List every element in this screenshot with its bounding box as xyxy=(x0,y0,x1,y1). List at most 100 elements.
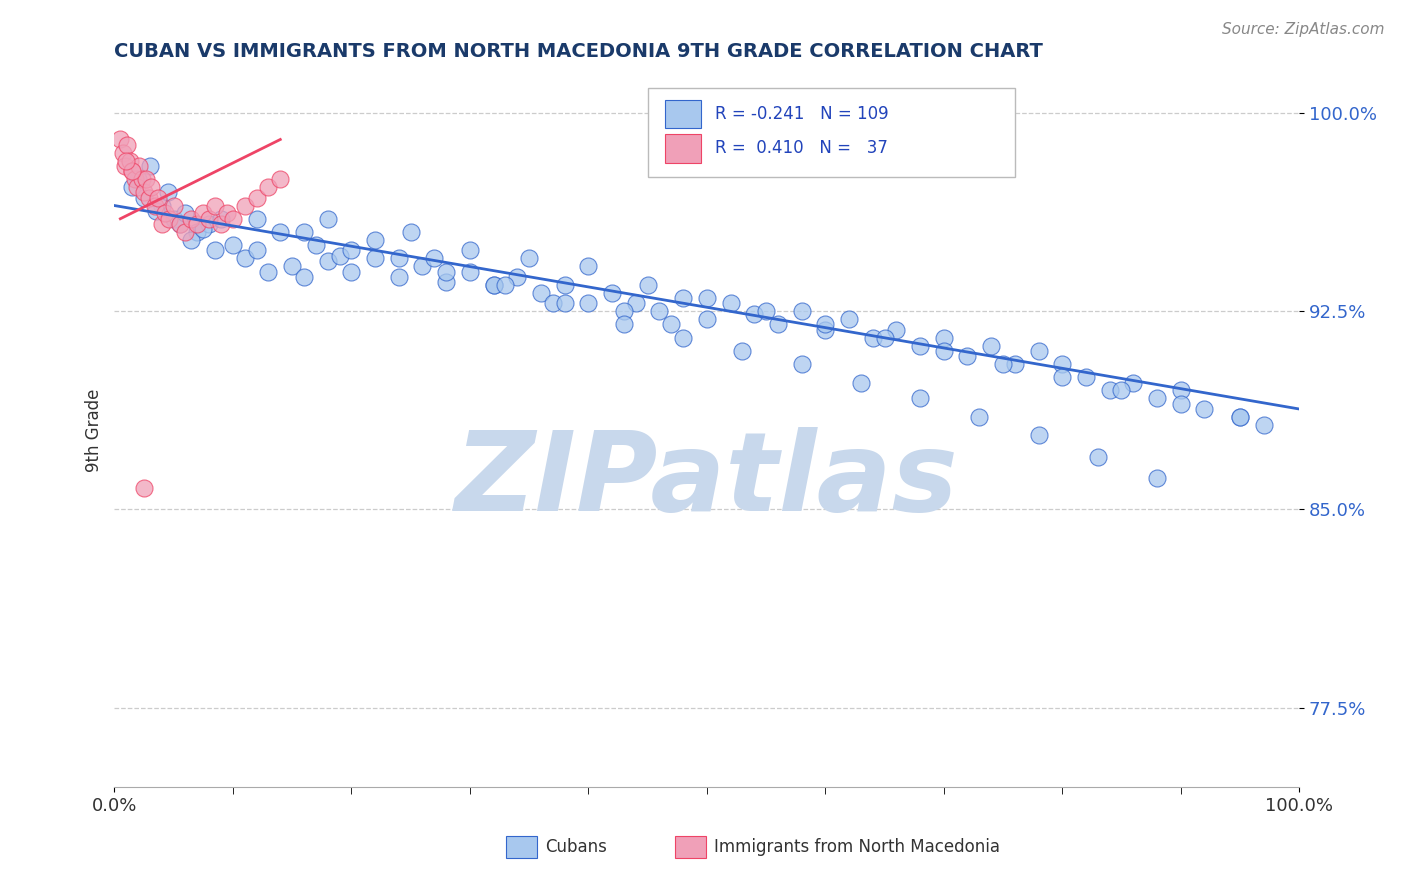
Point xyxy=(193,222,215,236)
Point xyxy=(838,312,860,326)
Point xyxy=(269,225,291,239)
Point xyxy=(1146,392,1168,406)
Point xyxy=(364,233,387,247)
Point xyxy=(257,180,280,194)
Point xyxy=(908,392,931,406)
Point xyxy=(145,203,167,218)
Point xyxy=(143,198,166,212)
Point xyxy=(204,244,226,258)
Point xyxy=(530,285,553,300)
Point xyxy=(458,244,481,258)
Point xyxy=(132,191,155,205)
Point xyxy=(121,164,143,178)
Point xyxy=(482,277,505,292)
Point xyxy=(873,331,896,345)
Point xyxy=(281,260,304,274)
Point xyxy=(1052,370,1074,384)
Point xyxy=(434,275,457,289)
Point xyxy=(169,217,191,231)
Point xyxy=(991,357,1014,371)
Point xyxy=(174,225,197,239)
Point xyxy=(1052,357,1074,371)
Point xyxy=(316,254,339,268)
Point xyxy=(613,318,636,332)
Point xyxy=(328,249,350,263)
Point xyxy=(600,285,623,300)
Point xyxy=(423,252,446,266)
Point xyxy=(742,307,765,321)
Point xyxy=(1229,409,1251,424)
Point xyxy=(118,153,141,168)
Point xyxy=(969,409,991,424)
Point xyxy=(340,244,363,258)
FancyBboxPatch shape xyxy=(665,134,700,162)
Point xyxy=(388,252,411,266)
FancyBboxPatch shape xyxy=(648,87,1015,177)
Text: ZIPatlas: ZIPatlas xyxy=(456,426,959,533)
Point xyxy=(1028,428,1050,442)
Text: CUBAN VS IMMIGRANTS FROM NORTH MACEDONIA 9TH GRADE CORRELATION CHART: CUBAN VS IMMIGRANTS FROM NORTH MACEDONIA… xyxy=(114,42,1043,61)
Point xyxy=(1229,409,1251,424)
Point xyxy=(215,206,238,220)
Point xyxy=(131,172,153,186)
Point xyxy=(1004,357,1026,371)
Point xyxy=(233,198,256,212)
Point xyxy=(1098,384,1121,398)
Point xyxy=(150,217,173,231)
Point xyxy=(156,186,179,200)
Point xyxy=(1122,376,1144,390)
Point xyxy=(648,304,671,318)
Point xyxy=(1170,384,1192,398)
Point xyxy=(209,211,232,226)
Point xyxy=(790,357,813,371)
Point xyxy=(672,291,695,305)
Point xyxy=(482,277,505,292)
Point xyxy=(117,137,139,152)
Point xyxy=(305,238,328,252)
Point xyxy=(222,238,245,252)
Point xyxy=(1194,402,1216,417)
Point xyxy=(186,217,208,231)
Point xyxy=(956,349,979,363)
Point xyxy=(222,211,245,226)
Point xyxy=(1170,397,1192,411)
Text: Cubans: Cubans xyxy=(546,838,607,856)
Point xyxy=(269,172,291,186)
Point xyxy=(121,164,143,178)
Point xyxy=(494,277,516,292)
Text: R =  0.410   N =   37: R = 0.410 N = 37 xyxy=(716,139,889,157)
Point xyxy=(174,206,197,220)
Point xyxy=(198,217,221,231)
Point xyxy=(980,338,1002,352)
Point xyxy=(1028,343,1050,358)
Point xyxy=(790,304,813,318)
Point xyxy=(849,376,872,390)
Point xyxy=(209,217,232,231)
Point xyxy=(138,191,160,205)
Point xyxy=(180,211,202,226)
Point xyxy=(458,264,481,278)
Point xyxy=(766,318,789,332)
Point xyxy=(204,198,226,212)
Point xyxy=(132,481,155,495)
Point xyxy=(111,145,134,160)
Point xyxy=(157,211,180,226)
Point xyxy=(245,244,267,258)
Point xyxy=(932,343,955,358)
Point xyxy=(814,318,837,332)
Point xyxy=(399,225,422,239)
Point xyxy=(541,296,564,310)
Point xyxy=(364,252,387,266)
Point xyxy=(731,343,754,358)
Point xyxy=(720,296,742,310)
Point xyxy=(139,159,162,173)
Point xyxy=(127,172,149,186)
Point xyxy=(1111,384,1133,398)
Point xyxy=(696,312,718,326)
Point xyxy=(193,206,215,220)
Point xyxy=(637,277,659,292)
FancyBboxPatch shape xyxy=(665,100,700,128)
Point xyxy=(411,260,433,274)
Point xyxy=(292,225,315,239)
Point xyxy=(186,225,208,239)
